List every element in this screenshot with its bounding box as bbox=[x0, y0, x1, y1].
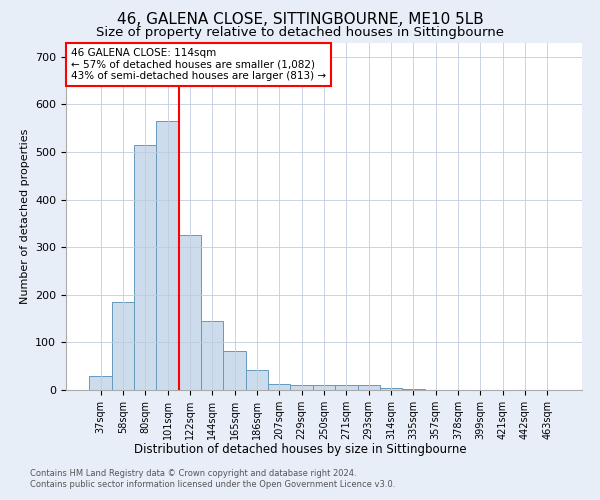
Bar bbox=[313, 385, 335, 390]
Bar bbox=[157, 121, 179, 390]
Text: 46 GALENA CLOSE: 114sqm
← 57% of detached houses are smaller (1,082)
43% of semi: 46 GALENA CLOSE: 114sqm ← 57% of detache… bbox=[71, 48, 326, 81]
Bar bbox=[112, 302, 134, 390]
Bar bbox=[134, 145, 157, 390]
Text: Distribution of detached houses by size in Sittingbourne: Distribution of detached houses by size … bbox=[134, 442, 466, 456]
Bar bbox=[268, 384, 290, 390]
Bar bbox=[201, 321, 223, 390]
Y-axis label: Number of detached properties: Number of detached properties bbox=[20, 128, 29, 304]
Text: 46, GALENA CLOSE, SITTINGBOURNE, ME10 5LB: 46, GALENA CLOSE, SITTINGBOURNE, ME10 5L… bbox=[116, 12, 484, 28]
Bar bbox=[223, 351, 246, 390]
Text: Contains public sector information licensed under the Open Government Licence v3: Contains public sector information licen… bbox=[30, 480, 395, 489]
Text: Size of property relative to detached houses in Sittingbourne: Size of property relative to detached ho… bbox=[96, 26, 504, 39]
Bar bbox=[402, 388, 425, 390]
Text: Contains HM Land Registry data © Crown copyright and database right 2024.: Contains HM Land Registry data © Crown c… bbox=[30, 469, 356, 478]
Bar bbox=[179, 236, 201, 390]
Bar bbox=[335, 385, 358, 390]
Bar bbox=[246, 370, 268, 390]
Bar bbox=[380, 388, 402, 390]
Bar bbox=[290, 385, 313, 390]
Bar bbox=[89, 376, 112, 390]
Bar bbox=[358, 385, 380, 390]
